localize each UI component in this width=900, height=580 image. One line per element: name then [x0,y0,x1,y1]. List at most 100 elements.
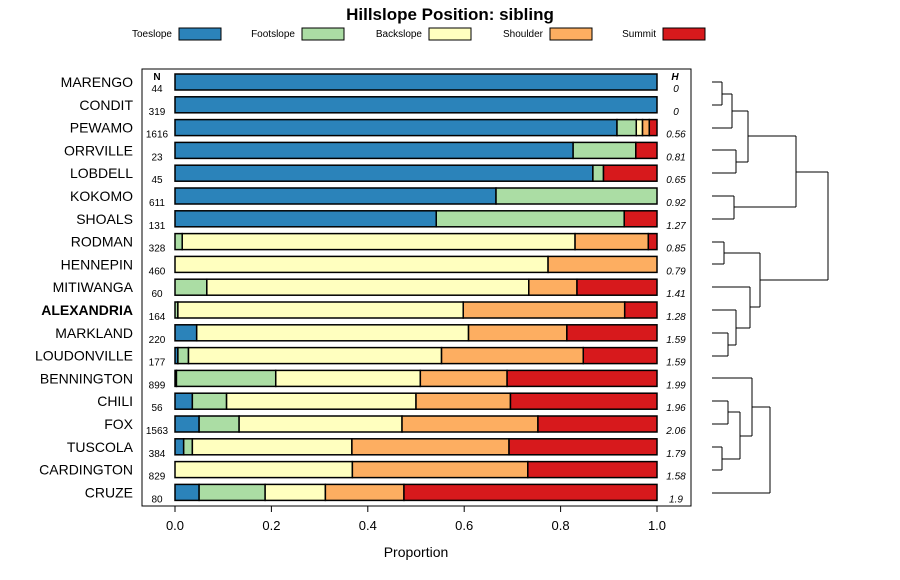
bar-mitiwanga-shoulder [528,278,578,296]
h-value-hennepin: 0.79 [666,266,686,277]
bar-fox-toeslope [174,415,200,433]
bar-fox-summit [537,415,658,433]
row-label-mitiwanga: MITIWANGA [53,279,134,295]
bar-orrville-toeslope [174,141,574,160]
bar-bennington-shoulder [419,369,508,388]
bar-markland-summit [566,324,658,342]
bar-cardington-shoulder [351,460,529,479]
legend-swatch-backslope [428,27,472,41]
bar-fox-shoulder [401,415,539,433]
bar-lobdell-toeslope [174,164,594,182]
rows: MARENGO 44 0 CONDIT 319 0 PEWAMO 1616 0.56 ORRVIL… [35,73,686,505]
row-label-lobdell: LOBDELL [70,165,133,181]
bar-mitiwanga-footslope [174,278,208,296]
legend-swatch-footslope [301,27,345,41]
h-value-lobdell: 0.65 [666,175,686,186]
row-label-tuscola: TUSCOLA [67,439,134,455]
n-value-fox: 1563 [146,426,169,437]
chart-title: Hillslope Position: sibling [346,5,554,24]
bar-loudonville-backslope [187,346,443,365]
bar-alexandria-backslope [177,301,464,319]
bar-markland-toeslope [174,324,198,342]
bar-tuscola-shoulder [351,438,510,456]
bar-bennington-summit [506,369,658,388]
row-label-condit: CONDIT [79,97,133,113]
n-value-condit: 319 [149,107,166,118]
row-label-alexandria: ALEXANDRIA [41,302,133,318]
n-value-pewamo: 1616 [146,130,169,141]
legend-label-toeslope: Toeslope [132,29,172,40]
bar-cruze-backslope [264,483,327,502]
h-value-cardington: 1.58 [666,472,686,483]
bar-orrville-summit [635,141,658,160]
dendrogram [712,81,829,494]
h-value-rodman: 0.85 [666,244,686,255]
x-axis-label: Proportion [384,544,449,560]
n-value-markland: 220 [149,335,166,346]
bar-lobdell-footslope [592,164,605,182]
bar-loudonville-summit [582,346,658,365]
row-label-shoals: SHOALS [76,211,133,227]
bar-hennepin-shoulder [547,255,658,274]
row-label-cruze: CRUZE [85,484,133,500]
h-value-markland: 1.59 [666,335,686,346]
n-value-loudonville: 177 [149,358,166,369]
bar-chili-backslope [225,392,417,410]
n-value-cruze: 80 [151,494,163,505]
h-value-marengo: 0 [673,84,679,95]
bar-pewamo-footslope [616,118,638,137]
bar-tuscola-toeslope [174,438,185,456]
bar-rodman-backslope [181,232,576,251]
legend-label-shoulder: Shoulder [503,29,544,40]
legend: Toeslope Footslope Backslope Shoulder Summit [132,27,706,41]
n-value-rodman: 328 [149,244,166,255]
n-value-alexandria: 164 [149,312,166,323]
h-value-cruze: 1.9 [669,494,683,505]
legend-label-summit: Summit [622,29,656,40]
h-value-tuscola: 1.79 [666,449,686,460]
bar-kokomo-toeslope [174,187,497,205]
bar-bennington-footslope [175,369,277,388]
bar-loudonville-footslope [177,346,190,365]
bar-rodman-shoulder [574,232,650,251]
h-value-chili: 1.96 [666,403,686,414]
bar-markland-backslope [195,324,470,342]
bar-fox-footslope [198,415,240,433]
n-value-chili: 56 [151,403,163,414]
bar-cardington-summit [527,460,658,479]
bar-cruze-footslope [198,483,266,502]
n-value-bennington: 899 [149,380,166,391]
row-label-kokomo: KOKOMO [70,188,133,204]
x-axis: 0.0 0.2 0.4 0.6 0.8 1.0 [166,506,666,533]
bar-lobdell-summit [602,164,658,182]
h-value-orrville: 0.81 [666,152,685,163]
x-tick-label: 0.8 [552,518,570,533]
bar-cardington-backslope [174,460,354,479]
h-value-pewamo: 0.56 [666,130,686,141]
plot-frame [141,68,692,507]
bar-pewamo-toeslope [174,118,618,137]
legend-label-footslope: Footslope [251,29,295,40]
n-value-mitiwanga: 60 [151,289,163,300]
bar-markland-shoulder [467,324,568,342]
n-value-tuscola: 384 [149,449,166,460]
bar-chili-shoulder [415,392,512,410]
h-value-loudonville: 1.59 [666,358,686,369]
bar-chili-footslope [191,392,228,410]
bar-loudonville-shoulder [440,346,585,365]
x-tick-label: 0.6 [455,518,473,533]
row-label-cardington: CARDINGTON [39,462,133,478]
n-column-header: N [153,72,160,83]
x-tick-label: 0.2 [262,518,280,533]
bar-marengo-toeslope [174,73,658,91]
bar-condit-toeslope [174,96,658,114]
h-value-shoals: 1.27 [666,221,686,232]
row-label-bennington: BENNINGTON [40,370,133,386]
bar-pewamo-backslope [635,118,644,137]
bar-chili-summit [509,392,658,410]
bar-kokomo-footslope [495,187,658,205]
bar-pewamo-summit [648,118,658,137]
row-label-hennepin: HENNEPIN [61,256,133,272]
n-value-lobdell: 45 [151,175,163,186]
